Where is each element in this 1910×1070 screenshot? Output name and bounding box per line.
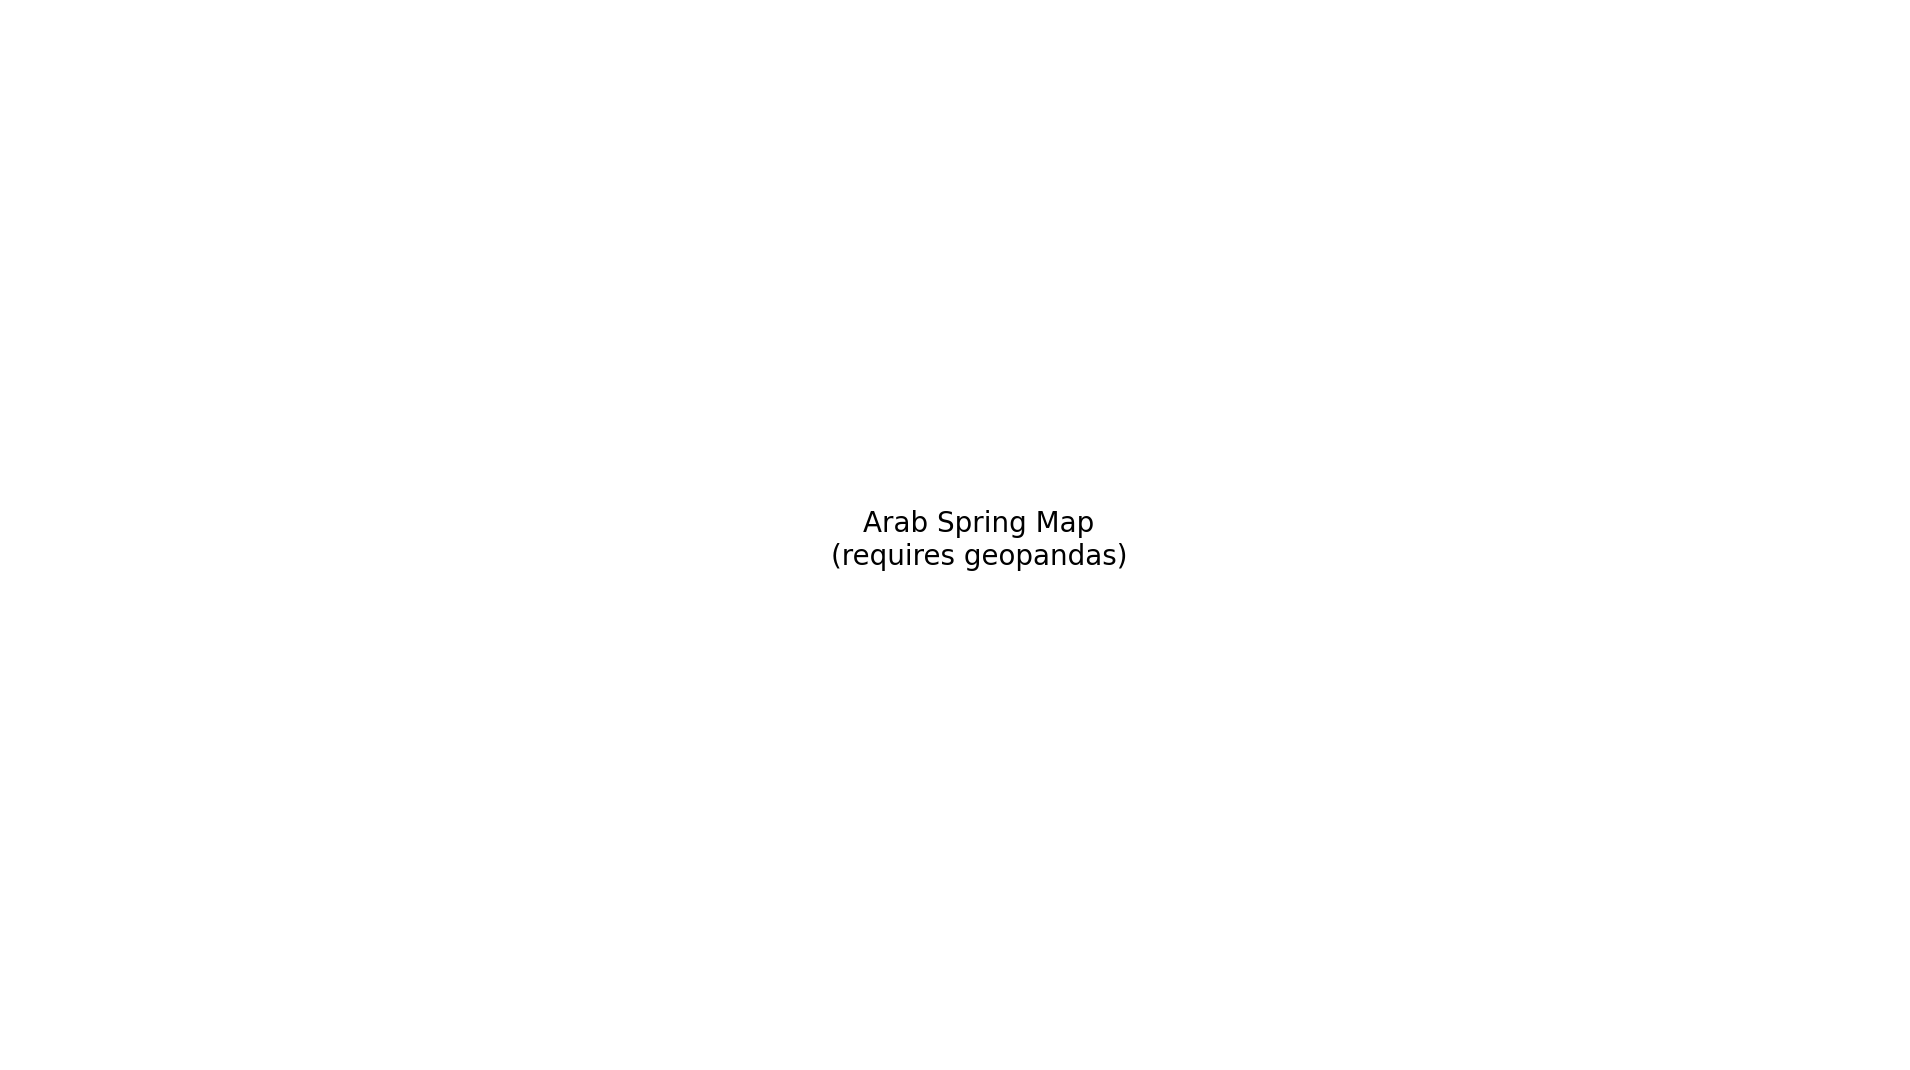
Text: Arab Spring Map
(requires geopandas): Arab Spring Map (requires geopandas) [831,510,1127,570]
